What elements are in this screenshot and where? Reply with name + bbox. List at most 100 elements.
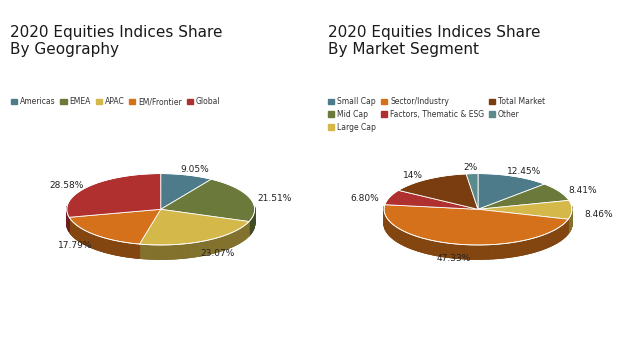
Polygon shape [560, 225, 562, 241]
Polygon shape [422, 238, 425, 253]
Polygon shape [209, 240, 211, 254]
Polygon shape [222, 236, 223, 251]
Polygon shape [245, 225, 246, 239]
Polygon shape [466, 188, 478, 224]
Polygon shape [425, 239, 428, 253]
Polygon shape [189, 243, 191, 257]
Polygon shape [114, 240, 115, 255]
Text: 9.05%: 9.05% [180, 165, 209, 174]
Polygon shape [552, 230, 554, 245]
Polygon shape [529, 239, 532, 253]
Polygon shape [509, 242, 513, 257]
Polygon shape [428, 240, 431, 254]
Polygon shape [69, 224, 161, 258]
Polygon shape [99, 236, 100, 251]
Polygon shape [230, 233, 232, 247]
Polygon shape [197, 242, 198, 256]
Polygon shape [215, 238, 216, 252]
Polygon shape [170, 245, 172, 259]
Polygon shape [468, 245, 471, 259]
Polygon shape [461, 244, 464, 259]
Polygon shape [177, 244, 179, 258]
Polygon shape [211, 239, 212, 253]
Polygon shape [116, 241, 117, 255]
Polygon shape [179, 244, 180, 258]
Polygon shape [384, 219, 568, 259]
Polygon shape [234, 231, 235, 246]
Polygon shape [227, 234, 228, 249]
Polygon shape [543, 234, 545, 249]
Polygon shape [398, 228, 400, 243]
Polygon shape [466, 174, 478, 209]
Polygon shape [161, 188, 211, 224]
Polygon shape [404, 231, 406, 246]
Polygon shape [241, 227, 242, 242]
Polygon shape [390, 222, 392, 237]
Polygon shape [478, 198, 569, 224]
Polygon shape [90, 233, 91, 247]
Text: 12.45%: 12.45% [507, 167, 541, 176]
Polygon shape [161, 179, 255, 221]
Polygon shape [437, 241, 440, 256]
Polygon shape [444, 242, 447, 257]
Polygon shape [167, 245, 168, 259]
Polygon shape [95, 235, 97, 250]
Polygon shape [548, 232, 550, 247]
Polygon shape [92, 234, 93, 248]
Polygon shape [478, 200, 572, 219]
Polygon shape [464, 245, 468, 259]
Polygon shape [457, 244, 461, 258]
Polygon shape [485, 245, 489, 259]
Polygon shape [113, 240, 114, 254]
Polygon shape [140, 209, 249, 245]
Polygon shape [118, 241, 120, 256]
Polygon shape [87, 231, 88, 246]
Polygon shape [386, 217, 387, 232]
Polygon shape [556, 228, 558, 243]
Polygon shape [228, 234, 229, 248]
Text: 14%: 14% [403, 171, 423, 179]
Polygon shape [471, 245, 475, 259]
Polygon shape [88, 232, 89, 247]
Polygon shape [67, 188, 161, 231]
Polygon shape [162, 245, 163, 259]
Polygon shape [242, 227, 243, 241]
Polygon shape [400, 229, 402, 244]
Polygon shape [147, 245, 148, 259]
Polygon shape [238, 229, 239, 244]
Polygon shape [110, 239, 111, 254]
Polygon shape [489, 245, 492, 259]
Polygon shape [165, 245, 167, 259]
Polygon shape [506, 243, 509, 257]
Polygon shape [384, 205, 568, 245]
Polygon shape [226, 235, 227, 249]
Polygon shape [89, 232, 90, 247]
Polygon shape [558, 227, 560, 242]
Polygon shape [83, 229, 84, 244]
Polygon shape [244, 225, 245, 240]
Polygon shape [82, 229, 83, 244]
Text: 6.80%: 6.80% [351, 194, 380, 203]
Polygon shape [200, 241, 202, 256]
Polygon shape [129, 243, 131, 257]
Polygon shape [212, 239, 214, 253]
Polygon shape [108, 239, 109, 253]
Polygon shape [172, 245, 173, 259]
Polygon shape [100, 237, 102, 251]
Polygon shape [161, 174, 211, 209]
Polygon shape [140, 224, 249, 259]
Text: 21.51%: 21.51% [257, 194, 292, 203]
Polygon shape [538, 236, 540, 251]
Polygon shape [385, 204, 478, 224]
Polygon shape [143, 244, 145, 258]
Polygon shape [206, 240, 208, 255]
Polygon shape [247, 223, 248, 237]
Polygon shape [160, 245, 162, 259]
Polygon shape [155, 245, 157, 259]
Polygon shape [219, 237, 220, 251]
Polygon shape [545, 233, 548, 248]
Polygon shape [79, 227, 80, 242]
Polygon shape [564, 222, 566, 237]
Polygon shape [235, 231, 236, 245]
Polygon shape [409, 234, 411, 248]
